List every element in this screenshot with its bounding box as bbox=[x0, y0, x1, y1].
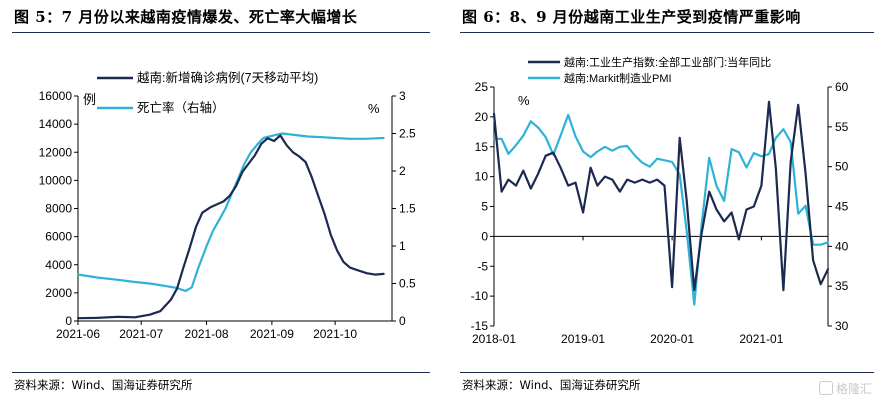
source-note-left: 资料来源：Wind、国海证券研究所 bbox=[14, 378, 193, 392]
y-tick-label-right: 1.5 bbox=[399, 202, 416, 216]
y-tick-label-left: 5 bbox=[481, 200, 488, 214]
y-tick-label-left: 16000 bbox=[39, 89, 73, 103]
y-tick-label-left: 0 bbox=[481, 229, 488, 243]
figure-5-title: 图 5：7 月份以来越南疫情爆发、死亡率大幅增长 bbox=[14, 8, 358, 26]
y-tick-label-right: 55 bbox=[835, 120, 849, 134]
y-tick-label-right: 0 bbox=[399, 314, 406, 328]
x-tick-label: 2021-10 bbox=[313, 327, 357, 341]
unit-left-label: 例 bbox=[83, 92, 96, 107]
y-tick-label-right: 40 bbox=[835, 239, 849, 253]
chart-industrial-production: -15 -10 -5 0 5 10 15 20 25 30 35 40 45 50 55 60 2018-01 2… bbox=[471, 55, 849, 346]
x-tick-label: 2021-07 bbox=[119, 327, 163, 341]
series-line bbox=[76, 132, 385, 293]
y-tick-label-left: 25 bbox=[475, 80, 489, 94]
title-divider-left bbox=[12, 32, 430, 33]
y-tick-label-right: 1 bbox=[399, 239, 406, 253]
title-divider-right bbox=[460, 32, 874, 33]
series-line bbox=[76, 134, 385, 320]
y-tick-label-left: 10 bbox=[475, 170, 489, 184]
y-tick-label-left: 12000 bbox=[39, 145, 73, 159]
y-tick-label-right: 30 bbox=[835, 319, 849, 333]
y-tick-label-left: 8000 bbox=[45, 202, 72, 216]
source-divider-right bbox=[460, 372, 874, 373]
y-tick-label-left: 20 bbox=[475, 110, 489, 124]
y-tick-label-left: 2000 bbox=[45, 286, 72, 300]
chart-covid-cases: 0 2000 4000 6000 8000 10000 12000 14000 16000 0 0.… bbox=[39, 70, 416, 341]
x-tick-label: 2020-01 bbox=[650, 332, 694, 346]
x-tick-label: 2021-06 bbox=[56, 327, 100, 341]
source-divider-left bbox=[12, 372, 430, 373]
y-tick-label-left: 10000 bbox=[39, 173, 73, 187]
y-tick-label-right: 45 bbox=[835, 200, 849, 214]
x-tick-label: 2018-01 bbox=[472, 332, 516, 346]
y-tick-label-left: -10 bbox=[471, 289, 489, 303]
y-tick-label-right: 60 bbox=[835, 80, 849, 94]
y-tick-label-left: 15 bbox=[475, 140, 489, 154]
y-tick-label-left: -5 bbox=[477, 259, 488, 273]
y-tick-label-right: 0.5 bbox=[399, 277, 416, 291]
y-tick-label-right: 3 bbox=[399, 89, 406, 103]
y-tick-label-left: 0 bbox=[65, 314, 72, 328]
series-line bbox=[492, 113, 830, 306]
y-tick-label-right: 2 bbox=[399, 164, 406, 178]
y-tick-label-right: 35 bbox=[835, 279, 849, 293]
legend-label: 越南:Markit制造业PMI bbox=[564, 71, 672, 85]
y-tick-label-left: 4000 bbox=[45, 258, 72, 272]
y-tick-label-left: 14000 bbox=[39, 117, 73, 131]
watermark-text: 格隆汇 bbox=[835, 382, 872, 396]
x-tick-label: 2019-01 bbox=[561, 332, 605, 346]
legend-label: 越南:新增确诊病例(7天移动平均) bbox=[137, 70, 318, 85]
legend-label: 死亡率（右轴） bbox=[137, 100, 225, 115]
unit-right-label: % bbox=[368, 101, 380, 116]
watermark-logo-icon bbox=[818, 381, 833, 395]
x-tick-label: 2021-08 bbox=[185, 327, 229, 341]
y-tick-label-right: 50 bbox=[835, 160, 849, 174]
watermark: 格隆汇 bbox=[818, 380, 872, 397]
source-note-right: 资料来源：Wind、国海证券研究所 bbox=[462, 378, 641, 392]
legend-label: 越南:工业生产指数:全部工业部门:当年同比 bbox=[564, 55, 771, 69]
unit-left-label: % bbox=[518, 93, 530, 108]
y-tick-label-left: -15 bbox=[471, 319, 489, 333]
y-tick-label-left: 6000 bbox=[45, 230, 72, 244]
series-line bbox=[492, 100, 830, 292]
x-tick-label: 2021-09 bbox=[250, 327, 294, 341]
figure-6-title: 图 6：8、9 月份越南工业生产受到疫情严重影响 bbox=[462, 8, 801, 26]
x-tick-label: 2021-01 bbox=[739, 332, 783, 346]
y-tick-label-right: 2.5 bbox=[399, 127, 416, 141]
